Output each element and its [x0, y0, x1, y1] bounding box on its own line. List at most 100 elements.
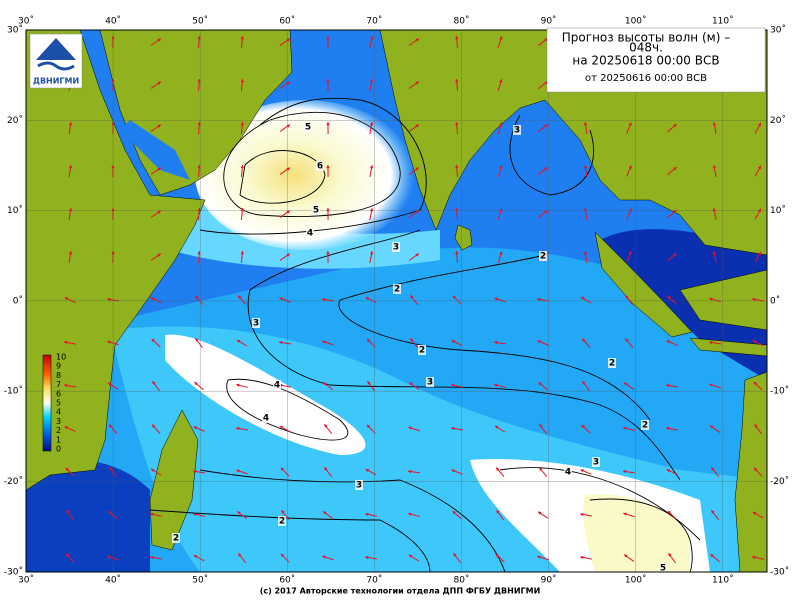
- arrow-head: [415, 210, 419, 214]
- arrow-head: [237, 511, 241, 515]
- colorbar-label: 7: [56, 380, 61, 389]
- arrow-head: [66, 553, 70, 557]
- arrow-head: [581, 424, 585, 429]
- contour-5b: [589, 498, 693, 572]
- lon-label: 70˚: [366, 16, 382, 27]
- arrow-head: [409, 382, 413, 386]
- logo-text: ДВНИГМИ: [33, 77, 79, 86]
- contour-labels: 5 6 5 4 3 2 3 2 2 3 4 4 3 2 2 2 3 4 5 2 3: [172, 122, 667, 574]
- arrow-head: [415, 167, 419, 171]
- logo-emblem: [36, 38, 76, 60]
- arrow-head: [108, 511, 112, 515]
- contour-label-bg: [393, 284, 401, 294]
- arrow-head: [453, 553, 457, 557]
- arrow-head: [753, 467, 758, 471]
- colorbar-label: 4: [56, 408, 61, 417]
- arrow-head: [539, 424, 543, 428]
- arrow-head: [240, 251, 244, 255]
- contour-label: 5: [313, 206, 319, 216]
- lat-label: 30˚: [7, 25, 23, 36]
- arrow-head: [628, 251, 632, 255]
- arrow-head: [538, 382, 542, 386]
- colorbar-label: 9: [56, 362, 61, 371]
- arrow-head: [108, 382, 112, 386]
- arrow-head: [323, 382, 327, 386]
- arrow-head: [322, 340, 326, 344]
- arrow-head: [455, 251, 459, 255]
- arrow-head: [65, 467, 69, 472]
- arrow-head: [236, 339, 241, 343]
- title-bg: [546, 27, 766, 93]
- contour-label-bg: [278, 516, 286, 526]
- arrow-head: [193, 512, 197, 517]
- contour-label-bg: [306, 228, 314, 238]
- arrow-head: [625, 295, 629, 299]
- contour-label-bg: [513, 125, 521, 135]
- australia: [734, 371, 767, 572]
- title-box: Прогноз высоты волн (м) – 048ч. на 20250…: [546, 27, 766, 93]
- arrow-head: [322, 555, 326, 559]
- arrow-head: [408, 512, 412, 516]
- lat-label: 0˚: [13, 295, 23, 306]
- logo-wave: [37, 61, 75, 71]
- arrow-head: [666, 340, 671, 344]
- arrow-head: [666, 383, 670, 388]
- arrow-head: [236, 426, 240, 431]
- arrow-head: [666, 469, 671, 473]
- contour-label: 4: [274, 381, 280, 391]
- arrow-head: [624, 382, 628, 386]
- arrow-head: [580, 469, 585, 473]
- contour-label: 5: [660, 564, 666, 574]
- arrow-head: [193, 469, 197, 474]
- lat-label: -20˚: [4, 476, 23, 487]
- arrow-head: [193, 555, 198, 559]
- arrow-head: [712, 122, 717, 126]
- arrow-head: [152, 381, 156, 385]
- sumatra: [594, 231, 693, 338]
- arrow-head: [369, 36, 374, 40]
- arrow-head: [415, 38, 419, 42]
- arrow-head: [544, 124, 548, 128]
- lon-label: 90˚: [541, 16, 557, 27]
- arrow-head: [537, 340, 541, 344]
- title-line: на 20250618 00:00 ВСВ: [572, 54, 719, 68]
- contour-4: [199, 97, 427, 235]
- lon-label: 110˚: [712, 575, 734, 586]
- arrow-head: [150, 468, 155, 472]
- arrow-head: [455, 36, 459, 40]
- arrow-head: [757, 251, 761, 256]
- arrow-head: [623, 426, 627, 430]
- madagascar: [149, 409, 199, 551]
- lon-label: 50˚: [192, 16, 208, 27]
- arrow-head: [107, 555, 111, 559]
- lat-label: 10˚: [7, 205, 23, 216]
- contour-label: 2: [642, 421, 648, 431]
- contour-label: 3: [593, 458, 599, 468]
- arrow-head: [365, 469, 370, 473]
- arrow-head: [628, 122, 632, 126]
- arrow-head: [580, 512, 584, 517]
- arrow-head: [64, 383, 68, 388]
- colorbar-label: 10: [56, 353, 66, 362]
- arrow-head: [582, 381, 586, 385]
- contour-label: 5: [305, 123, 311, 133]
- lat-label: -10˚: [770, 386, 789, 397]
- arrow-head: [673, 124, 677, 128]
- arrow-head: [64, 340, 68, 345]
- arrow-head: [580, 555, 584, 560]
- arrow-head: [240, 79, 244, 83]
- arrow-head: [499, 79, 503, 83]
- contour-5: [223, 111, 401, 217]
- arrow-head: [366, 338, 371, 343]
- arrow-head: [236, 469, 240, 473]
- arrow-head: [326, 79, 330, 83]
- colorbar-label: 2: [56, 426, 61, 435]
- arrow-head: [494, 297, 498, 301]
- contour-3: [247, 229, 681, 481]
- arrow-head: [455, 79, 459, 83]
- contour-label-bg: [252, 318, 260, 328]
- arrow-head: [624, 554, 628, 558]
- arrow-head: [495, 553, 499, 558]
